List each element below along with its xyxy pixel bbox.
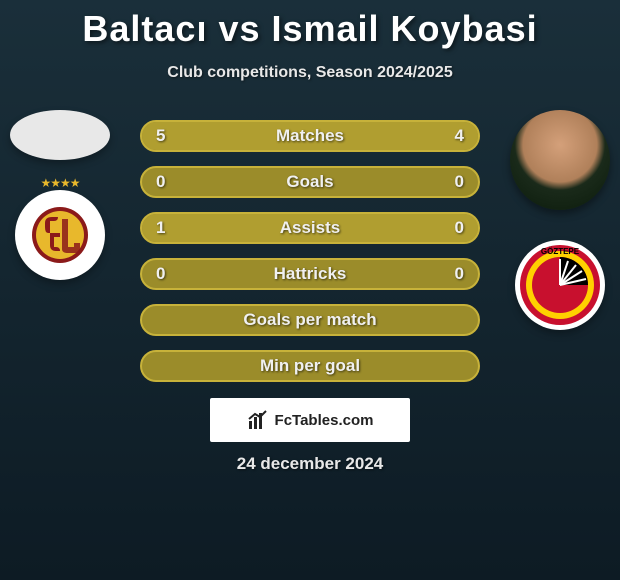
player-left-column: ★★★★ [0,110,120,280]
stats-container: 5 4 Matches 0 0 Goals 1 0 Assists 0 0 Hattricks Goal… [140,120,480,382]
player-right-column: GÖZTEPE [500,110,620,330]
stat-bar: 0 0 Hattricks [140,258,480,290]
subtitle: Club competitions, Season 2024/2025 [0,64,620,82]
stat-bar: 1 0 Assists [140,212,480,244]
stat-label: Matches [276,126,344,146]
stat-value-left: 1 [156,218,165,238]
stat-value-right: 4 [455,126,464,146]
galatasaray-logo-icon [30,205,90,265]
stat-label: Goals per match [243,310,376,330]
player-left-avatar [10,110,110,160]
stat-label: Min per goal [260,356,360,376]
stat-label: Hattricks [274,264,347,284]
stat-value-right: 0 [455,218,464,238]
stat-bar: Min per goal [140,350,480,382]
page-title: Baltacı vs Ismail Koybasi [0,0,620,50]
club-left-badge: ★★★★ [15,190,105,280]
stat-bar: 5 4 Matches [140,120,480,152]
stat-value-left: 5 [156,126,165,146]
goztepe-logo-icon: GÖZTEPE [519,244,601,326]
brand-box: FcTables.com [210,398,410,442]
player-right-avatar [510,110,610,210]
stat-value-right: 0 [455,264,464,284]
stat-value-left: 0 [156,172,165,192]
svg-text:GÖZTEPE: GÖZTEPE [541,247,580,256]
chart-icon [247,409,269,431]
date-text: 24 december 2024 [237,454,384,474]
stat-value-right: 0 [455,172,464,192]
stat-bar: Goals per match [140,304,480,336]
stat-label: Goals [286,172,333,192]
stat-bar: 0 0 Goals [140,166,480,198]
brand-text: FcTables.com [275,412,374,429]
stat-value-left: 0 [156,264,165,284]
club-right-badge: GÖZTEPE [515,240,605,330]
stars-icon: ★★★★ [40,176,79,190]
stat-label: Assists [280,218,340,238]
